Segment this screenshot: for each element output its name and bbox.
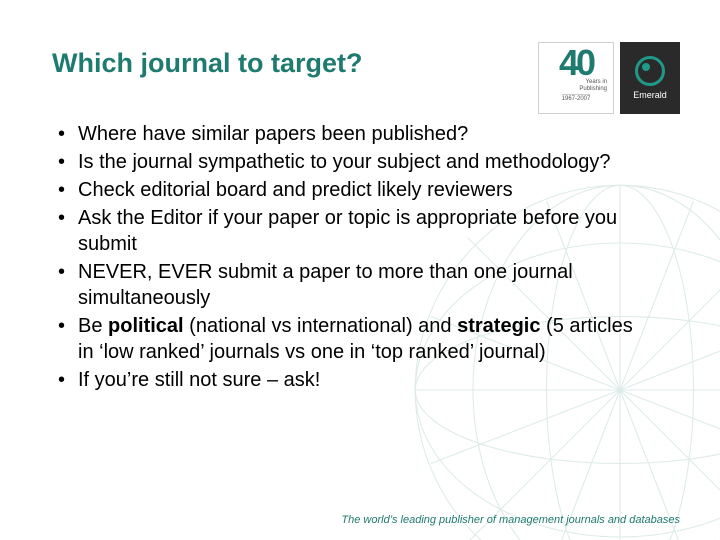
emerald-logo: Emerald: [620, 42, 680, 114]
logo-40-number: 40: [559, 45, 593, 81]
footer-tagline: The world’s leading publisher of managem…: [341, 514, 680, 526]
emerald-label: Emerald: [633, 90, 667, 100]
bullet-item: Be political (national vs international)…: [52, 313, 652, 365]
logo-40-dates: 1967-2007: [562, 94, 591, 102]
bullet-item: Is the journal sympathetic to your subje…: [52, 149, 652, 175]
emerald-ring-icon: [635, 56, 665, 86]
bullet-item: NEVER, EVER submit a paper to more than …: [52, 259, 652, 311]
anniversary-40-logo: 40 Years in Publishing 1967-2007: [538, 42, 614, 114]
bullet-item: Check editorial board and predict likely…: [52, 177, 652, 203]
bullet-item: Where have similar papers been published…: [52, 121, 652, 147]
bullet-list: Where have similar papers been published…: [52, 121, 652, 393]
bullet-item: Ask the Editor if your paper or topic is…: [52, 205, 652, 257]
slide: 40 Years in Publishing 1967-2007 Emerald…: [0, 0, 720, 540]
logo-group: 40 Years in Publishing 1967-2007 Emerald: [538, 42, 680, 114]
bullet-item: If you’re still not sure – ask!: [52, 367, 652, 393]
